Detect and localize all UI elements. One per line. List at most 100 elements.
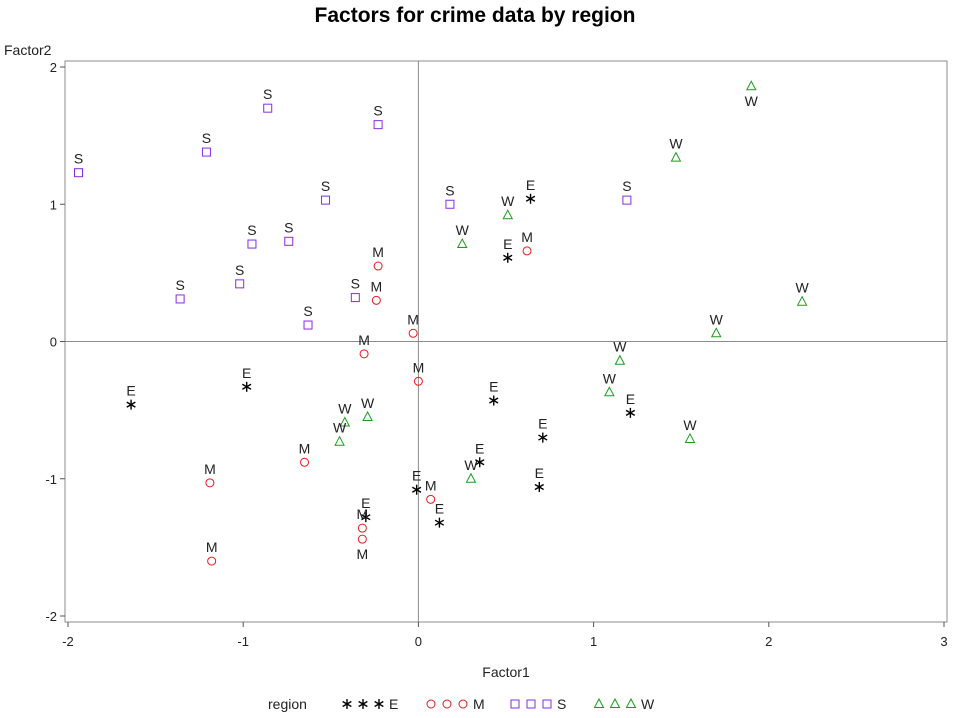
legend-label: S bbox=[557, 696, 566, 712]
data-point-M bbox=[371, 295, 381, 305]
point-label: S bbox=[284, 219, 293, 235]
point-label: W bbox=[456, 222, 470, 238]
legend-label: M bbox=[473, 696, 485, 712]
data-point-S bbox=[74, 168, 84, 178]
y-tick-label: 0 bbox=[50, 335, 57, 350]
point-label: M bbox=[358, 332, 370, 348]
x-tick-label: 1 bbox=[590, 634, 597, 649]
legend-entry-M: M bbox=[426, 696, 485, 712]
point-label: S bbox=[303, 303, 312, 319]
point-label: E bbox=[435, 501, 444, 517]
series-E: E E E E E E E E E E E E bbox=[126, 177, 636, 528]
legend-marker-S bbox=[542, 699, 552, 709]
point-label: W bbox=[613, 339, 627, 355]
legend-entry-W: W bbox=[593, 696, 655, 712]
data-point-E bbox=[361, 512, 371, 523]
point-label: W bbox=[603, 370, 617, 386]
data-point-M bbox=[522, 246, 532, 256]
legend: region E M S W bbox=[268, 696, 655, 712]
legend-marker-W bbox=[609, 697, 621, 708]
data-point-S bbox=[350, 293, 360, 303]
data-point-S bbox=[263, 103, 273, 113]
data-point-M bbox=[373, 261, 383, 271]
data-point-W bbox=[614, 354, 626, 365]
data-point-E bbox=[475, 457, 485, 468]
y-axis-ticks: 2 1 0 -1 -2 bbox=[45, 60, 65, 624]
data-point-S bbox=[247, 239, 257, 249]
data-point-S bbox=[622, 195, 632, 205]
data-point-E bbox=[538, 432, 548, 443]
point-label: M bbox=[204, 461, 216, 477]
point-label: W bbox=[669, 136, 683, 152]
point-label: M bbox=[299, 440, 311, 456]
point-label: S bbox=[263, 86, 272, 102]
data-point-M bbox=[300, 457, 310, 467]
point-label: S bbox=[202, 130, 211, 146]
legend-entry-E: E bbox=[342, 696, 398, 712]
point-label: S bbox=[321, 178, 330, 194]
point-label: S bbox=[622, 178, 631, 194]
data-point-W bbox=[334, 435, 345, 446]
point-label: S bbox=[74, 151, 83, 167]
legend-marker-W bbox=[593, 697, 605, 708]
point-label: W bbox=[501, 193, 515, 209]
chart-title: Factors for crime data by region bbox=[315, 4, 636, 27]
legend-marker-S bbox=[510, 699, 520, 709]
point-label: W bbox=[795, 280, 809, 296]
legend-marker-E bbox=[342, 699, 352, 709]
point-label: E bbox=[475, 440, 484, 456]
point-label: M bbox=[521, 229, 533, 245]
point-label: W bbox=[683, 417, 697, 433]
data-point-S bbox=[321, 195, 331, 205]
series-M: M M M M M M M M M M M M bbox=[204, 229, 533, 566]
data-point-W bbox=[362, 410, 373, 421]
legend-marker-E bbox=[358, 699, 368, 709]
legend-label: W bbox=[641, 696, 655, 712]
data-point-W bbox=[604, 386, 615, 397]
data-point-M bbox=[426, 494, 436, 504]
data-point-E bbox=[411, 484, 422, 495]
data-point-E bbox=[434, 517, 445, 528]
point-label: S bbox=[373, 103, 382, 119]
point-label: S bbox=[235, 262, 244, 278]
legend-marker-W bbox=[625, 697, 637, 708]
data-point-W bbox=[796, 295, 808, 306]
data-point-E bbox=[126, 399, 136, 410]
data-point-W bbox=[465, 472, 477, 483]
x-tick-label: 0 bbox=[415, 634, 422, 649]
point-label: E bbox=[538, 416, 547, 432]
data-point-M bbox=[205, 478, 215, 488]
point-label: S bbox=[351, 276, 360, 292]
point-label: E bbox=[242, 365, 251, 381]
x-tick-label: -1 bbox=[237, 634, 249, 649]
point-label: W bbox=[464, 457, 478, 473]
y-tick-label: 2 bbox=[50, 60, 57, 75]
point-label: E bbox=[361, 495, 370, 511]
point-label: W bbox=[745, 93, 759, 109]
data-point-E bbox=[489, 395, 499, 406]
legend-title: region bbox=[268, 696, 307, 712]
data-point-E bbox=[242, 381, 252, 392]
y-tick-label: -1 bbox=[45, 472, 57, 487]
y-tick-label: -2 bbox=[45, 609, 57, 624]
series-S: S S S S S S S S S S S S S bbox=[74, 86, 632, 330]
point-label: W bbox=[710, 311, 724, 327]
point-label: M bbox=[413, 359, 425, 375]
data-point-W bbox=[502, 209, 514, 220]
point-label: E bbox=[126, 383, 135, 399]
point-label: S bbox=[175, 277, 184, 293]
data-point-S bbox=[175, 294, 185, 304]
point-label: W bbox=[338, 400, 352, 416]
point-label: M bbox=[372, 244, 384, 260]
point-label: M bbox=[407, 311, 419, 327]
y-axis-label: Factor2 bbox=[4, 42, 52, 58]
point-label: E bbox=[503, 236, 512, 252]
x-axis-ticks: -2 -1 0 1 2 3 bbox=[62, 622, 948, 649]
data-point-E bbox=[503, 252, 513, 263]
x-tick-label: -2 bbox=[62, 634, 74, 649]
data-point-M bbox=[207, 556, 217, 566]
legend-label: E bbox=[389, 696, 398, 712]
